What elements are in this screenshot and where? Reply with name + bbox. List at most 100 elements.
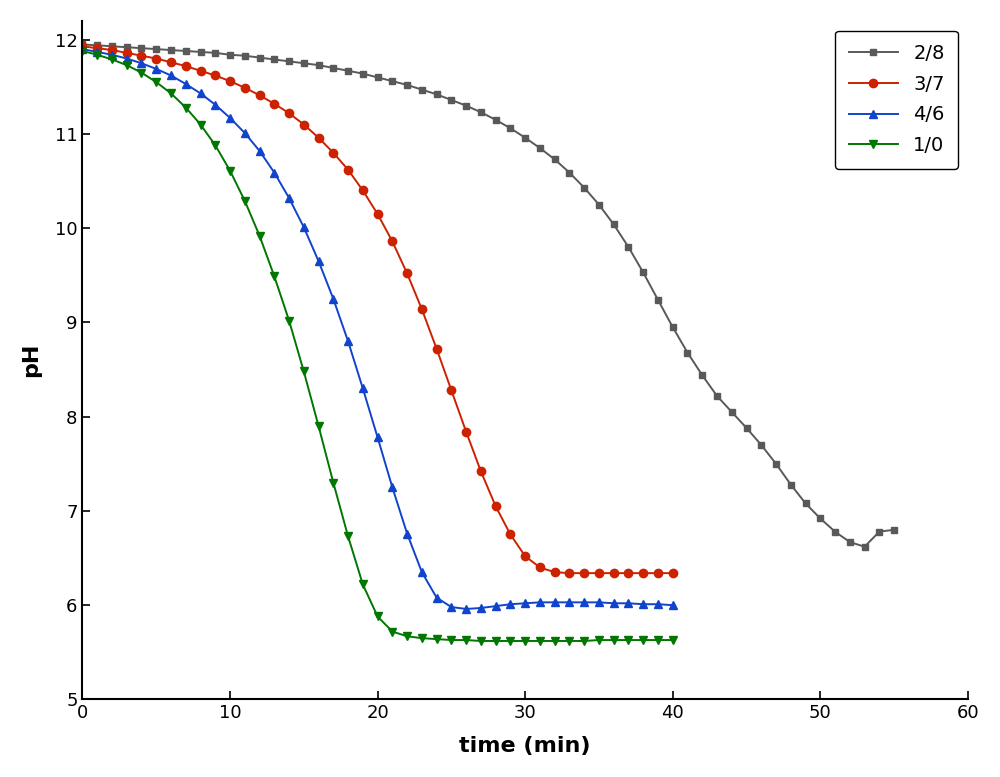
3/7 [298, 120, 310, 129]
1/0 [91, 50, 103, 59]
1/0 [239, 196, 251, 205]
3/7 [121, 48, 133, 57]
3/7 [239, 83, 251, 92]
3/7 [327, 148, 339, 158]
1/0 [563, 636, 575, 646]
1/0 [165, 89, 177, 98]
4/6 [165, 71, 177, 80]
4/6 [519, 598, 531, 608]
3/7 [519, 552, 531, 561]
4/6 [224, 113, 236, 123]
1/0 [549, 636, 561, 646]
1/0 [180, 103, 192, 112]
3/7 [563, 569, 575, 578]
4/6 [313, 256, 325, 266]
3/7 [534, 563, 546, 572]
4/6 [563, 598, 575, 607]
3/7 [91, 44, 103, 53]
3/7 [135, 51, 147, 61]
1/0 [298, 367, 310, 376]
4/6 [106, 50, 118, 59]
2/8 [696, 371, 708, 380]
4/6 [667, 601, 679, 610]
3/7 [342, 165, 354, 174]
1/0 [637, 636, 649, 645]
3/7 [283, 109, 295, 118]
4/6 [608, 598, 620, 608]
1/0 [135, 68, 147, 78]
4/6 [549, 598, 561, 607]
3/7 [504, 530, 516, 539]
4/6 [578, 598, 590, 607]
4/6 [283, 193, 295, 203]
3/7 [637, 569, 649, 578]
4/6 [254, 146, 266, 155]
4/6 [622, 598, 634, 608]
1/0 [313, 421, 325, 430]
4/6 [445, 602, 457, 611]
1/0 [475, 636, 487, 646]
3/7 [460, 427, 472, 437]
1/0 [224, 166, 236, 176]
4/6 [121, 54, 133, 63]
1/0 [431, 635, 443, 644]
3/7 [357, 186, 369, 195]
3/7 [416, 305, 428, 314]
X-axis label: time (min): time (min) [459, 736, 591, 756]
1/0 [106, 55, 118, 64]
1/0 [416, 633, 428, 643]
3/7 [578, 569, 590, 578]
3/7 [549, 567, 561, 577]
2/8 [888, 525, 900, 535]
3/7 [652, 569, 664, 578]
1/0 [268, 272, 280, 281]
2/8 [76, 40, 88, 49]
4/6 [386, 483, 398, 492]
2/8 [91, 40, 103, 50]
1/0 [386, 627, 398, 636]
4/6 [91, 47, 103, 57]
1/0 [445, 636, 457, 645]
1/0 [357, 580, 369, 589]
1/0 [504, 636, 516, 646]
1/0 [195, 120, 207, 129]
4/6 [401, 529, 413, 538]
1/0 [209, 141, 221, 150]
4/6 [357, 384, 369, 393]
1/0 [652, 636, 664, 645]
2/8 [608, 220, 620, 229]
2/8 [578, 183, 590, 193]
Line: 3/7: 3/7 [78, 42, 677, 577]
3/7 [209, 71, 221, 80]
4/6 [180, 79, 192, 89]
1/0 [608, 636, 620, 645]
1/0 [401, 632, 413, 641]
3/7 [76, 42, 88, 51]
1/0 [490, 636, 502, 646]
3/7 [268, 99, 280, 109]
3/7 [180, 61, 192, 71]
1/0 [150, 78, 162, 87]
4/6 [534, 598, 546, 607]
4/6 [327, 294, 339, 304]
1/0 [534, 636, 546, 646]
Line: 1/0: 1/0 [78, 47, 677, 645]
3/7 [608, 569, 620, 578]
3/7 [401, 269, 413, 278]
1/0 [342, 531, 354, 541]
3/7 [622, 569, 634, 578]
3/7 [475, 467, 487, 476]
1/0 [460, 636, 472, 645]
4/6 [239, 128, 251, 138]
4/6 [431, 593, 443, 602]
1/0 [76, 47, 88, 56]
3/7 [224, 76, 236, 85]
4/6 [416, 567, 428, 577]
4/6 [342, 336, 354, 346]
4/6 [135, 58, 147, 68]
4/6 [268, 168, 280, 177]
Line: 4/6: 4/6 [78, 45, 677, 613]
4/6 [195, 89, 207, 98]
3/7 [445, 385, 457, 395]
1/0 [667, 636, 679, 645]
